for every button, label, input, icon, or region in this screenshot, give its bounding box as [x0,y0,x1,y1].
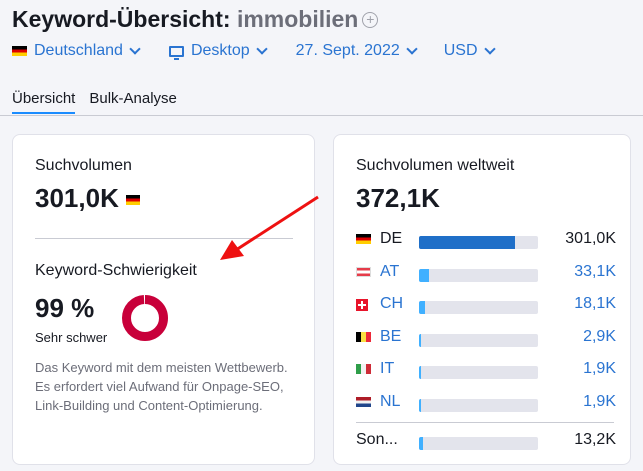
country-code[interactable]: NL [380,392,401,410]
country-volume[interactable]: 1,9K [583,360,616,377]
country-volume: 13,2K [574,431,616,448]
currency-label: USD [443,42,478,59]
date-label: 27. Sept. 2022 [295,42,400,59]
share-bar-fill [419,268,430,282]
country-code[interactable]: BE [380,327,402,345]
title-text: Keyword-Übersicht: [12,6,231,32]
country-row-it[interactable]: IT 1,9K [356,360,616,380]
difficulty-value: 99 % [35,293,95,323]
chevron-down-icon [129,43,141,55]
divider [0,115,643,116]
global-volume-value: 372,1K [356,183,440,213]
country-code[interactable]: IT [380,360,395,377]
volume-number: 301,0K [35,183,119,213]
date-dropdown[interactable]: 27. Sept. 2022 [295,42,418,60]
flag-it-icon [356,364,371,374]
flag-nl-icon [356,396,371,407]
country-code: Son... [356,431,398,448]
share-bar-fill [419,398,422,412]
device-label: Desktop [190,42,250,59]
share-bar [419,268,538,282]
flag-at-icon [356,266,371,277]
share-bar [419,333,538,347]
country-code[interactable]: CH [380,295,404,312]
country-volume[interactable]: 33,1K [574,262,616,280]
page-title: Keyword-Übersicht: immobilien + [12,6,379,33]
device-dropdown[interactable]: Desktop [168,42,268,60]
difficulty-donut [122,295,168,341]
monitor-icon [168,45,184,60]
chevron-down-icon [255,43,268,55]
share-bar [419,437,538,450]
flag-be-icon [356,331,371,342]
country-row-other[interactable]: Son... 13,2K [356,431,616,451]
share-bar [419,398,538,412]
country-volume[interactable]: 18,1K [574,295,616,312]
divider [356,422,614,423]
currency-dropdown[interactable]: USD [443,42,496,60]
share-bar [419,301,538,314]
country-volume[interactable]: 2,9K [583,327,616,345]
flag-de-icon [356,234,371,244]
plus-circle-icon[interactable]: + [362,12,379,28]
chevron-down-icon [406,43,418,55]
country-label: Deutschland [34,42,123,59]
difficulty-label: Keyword-Schwierigkeit [35,262,197,279]
country-row-de[interactable]: DE 301,0K [356,230,616,250]
country-code: DE [380,230,403,247]
country-volume[interactable]: 1,9K [583,392,616,410]
difficulty-description: Das Keyword mit dem meisten Wettbewerb. … [35,360,288,413]
country-row-nl[interactable]: NL 1,9K [356,393,616,413]
divider [35,238,293,239]
country-row-ch[interactable]: CH 18,1K [356,295,616,315]
country-row-at[interactable]: AT 33,1K [356,263,616,283]
share-bar-fill [419,333,422,347]
share-bar-fill [419,366,422,379]
country-volume: 301,0K [565,230,616,247]
share-bar [419,236,538,249]
volume-value: 301,0K [35,183,147,214]
flag-ch-icon [356,299,368,311]
country-code[interactable]: AT [380,262,400,280]
share-bar-fill [419,236,516,249]
share-bar-fill [419,437,423,450]
country-dropdown[interactable]: Deutschland [12,42,141,60]
flag-de-icon [12,46,27,56]
tab-overview[interactable]: Übersicht [12,90,76,114]
global-volume-label: Suchvolumen weltweit [356,157,515,174]
flag-de-icon [126,195,141,206]
tab-bulk-analysis[interactable]: Bulk-Analyse [89,90,177,107]
difficulty-level: Sehr schwer [35,330,108,345]
country-row-be[interactable]: BE 2,9K [356,328,616,348]
share-bar [419,366,538,379]
tab-bar: Übersicht Bulk-Analyse [12,90,177,114]
donut-arc [122,295,168,341]
chevron-down-icon [483,43,496,55]
keyword: immobilien [236,6,359,32]
volume-label: Suchvolumen [35,157,132,174]
volume-card [12,134,315,465]
filter-bar: Deutschland Desktop 27. Sept. 2022 USD [12,42,496,60]
share-bar-fill [419,301,425,314]
